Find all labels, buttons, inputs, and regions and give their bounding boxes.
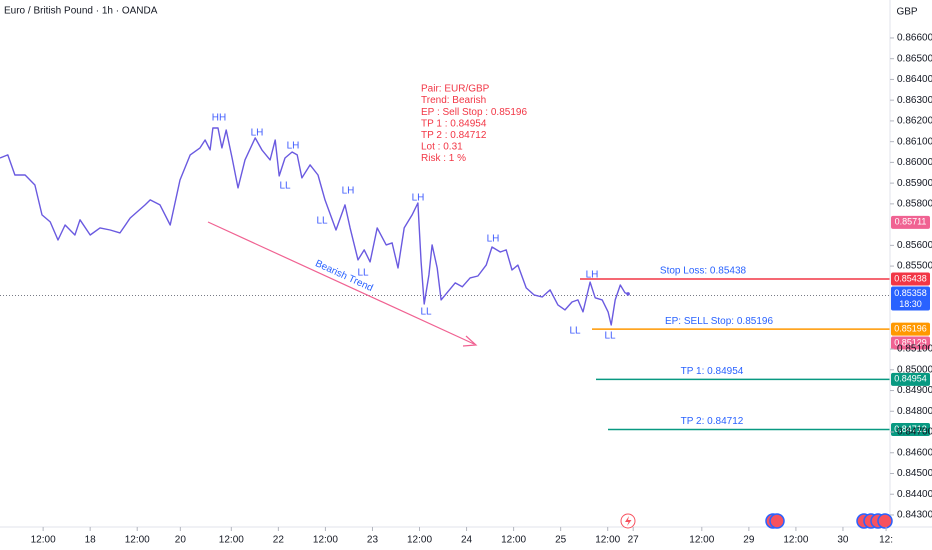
price-tag-label: 0.84954: [894, 374, 927, 384]
y-tick-label: 0.84700: [897, 427, 932, 438]
y-tick-label: 0.85000: [897, 364, 932, 375]
currency-label: GBP: [896, 7, 917, 18]
swing-label: LH: [251, 128, 264, 139]
y-tick-label: 0.86600: [897, 33, 932, 44]
trend-arrowhead: [462, 335, 478, 347]
x-tick-label: 29: [743, 535, 755, 546]
level-label: TP 2: 0.84712: [681, 416, 744, 427]
y-tick-label: 0.84800: [897, 406, 932, 417]
x-tick-label: 25: [555, 535, 567, 546]
swing-label: LL: [279, 181, 291, 192]
event-icons: [765, 513, 893, 529]
price-tag-label: 0.85129: [894, 337, 927, 347]
info-line: Risk : 1 %: [421, 153, 466, 164]
y-tick-label: 0.85600: [897, 240, 932, 251]
price-tag: [891, 215, 930, 229]
swing-label: LH: [412, 193, 425, 204]
y-tick-label: 0.86100: [897, 136, 932, 147]
y-tick-label: 0.86500: [897, 53, 932, 64]
info-line: TP 1 : 0.84954: [421, 118, 487, 129]
price-tag: [891, 272, 930, 286]
x-tick-label: 12:00: [595, 535, 620, 546]
swing-label: LH: [487, 234, 500, 245]
x-tick-label: 12:00: [125, 535, 150, 546]
x-tick-label: 27: [628, 535, 640, 546]
price-tag: [891, 423, 930, 437]
swing-label: LL: [316, 216, 328, 227]
price-line: [0, 127, 629, 326]
y-tick-label: 0.86300: [897, 95, 932, 106]
info-line: Trend: Bearish: [421, 95, 486, 106]
event-icon[interactable]: [769, 513, 785, 529]
x-tick-label: 22: [273, 535, 285, 546]
info-line: EP : Sell Stop : 0.85196: [421, 107, 527, 118]
x-tick-label: 12:: [879, 535, 893, 546]
trend-arrow: [207, 221, 475, 345]
y-tick-label: 0.84400: [897, 489, 932, 500]
y-tick-label: 0.84500: [897, 468, 932, 479]
info-line: Lot : 0.31: [421, 142, 463, 153]
level-label: EP: SELL Stop: 0.85196: [665, 316, 773, 327]
price-tag: [891, 336, 930, 350]
y-tick-label: 0.86000: [897, 157, 932, 168]
x-tick-label: 30: [837, 535, 849, 546]
x-tick-label: 12:00: [501, 535, 526, 546]
x-tick-label: 12:00: [407, 535, 432, 546]
price-tags: 0.85438 0.85196 0.84954 0.84712 0.85711 0.851…: [891, 215, 930, 437]
x-tick-label: 24: [461, 535, 473, 546]
x-tick-label: 20: [175, 535, 187, 546]
event-icon: [625, 516, 632, 526]
y-tick-label: 0.84900: [897, 385, 932, 396]
current-price-tag: [891, 286, 930, 311]
x-tick-label: 12:00: [783, 535, 808, 546]
swing-label: LL: [604, 331, 616, 342]
swing-label: LL: [357, 268, 369, 279]
swing-label: LL: [569, 326, 581, 337]
level-label: Stop Loss: 0.85438: [660, 266, 747, 277]
current-price-time: 18:30: [899, 299, 922, 309]
plot-area: Stop Loss: 0.85438 EP: SELL Stop: 0.85196…: [0, 84, 890, 431]
price-tag-label: 0.85196: [894, 324, 927, 334]
y-tick-label: 0.86400: [897, 74, 932, 85]
x-tick-label: 12:00: [313, 535, 338, 546]
chart-title: Euro / British Pound · 1h · OANDA: [4, 6, 158, 17]
x-tick-label: 12:00: [219, 535, 244, 546]
price-tag: [891, 372, 930, 386]
y-tick-label: 0.84600: [897, 447, 932, 458]
y-tick-label: 0.84300: [897, 510, 932, 521]
level-label: TP 1: 0.84954: [681, 366, 744, 377]
price-tag: [891, 322, 930, 336]
y-tick-label: 0.85100: [897, 344, 932, 355]
x-tick-label: 12:00: [689, 535, 714, 546]
swing-label: HH: [212, 113, 226, 124]
swing-label: LH: [586, 270, 599, 281]
y-tick-label: 0.85900: [897, 178, 932, 189]
y-tick-label: 0.85500: [897, 261, 932, 272]
info-line: TP 2 : 0.84712: [421, 130, 487, 141]
y-tick-label: 0.86200: [897, 116, 932, 127]
swing-label: LH: [287, 141, 300, 152]
x-tick-label: 12:00: [31, 535, 56, 546]
current-price-label: 0.85358: [894, 288, 927, 298]
price-tag-label: 0.85438: [894, 273, 927, 283]
price-tag-label: 0.85711: [895, 217, 927, 227]
swing-label: LH: [342, 186, 355, 197]
price-tag-label: 0.84712: [894, 424, 927, 434]
y-tick-label: 0.85800: [897, 199, 932, 210]
x-tick-label: 23: [367, 535, 379, 546]
info-line: Pair: EUR/GBP: [421, 84, 490, 95]
last-point: [626, 292, 630, 296]
event-icon[interactable]: [877, 513, 893, 529]
x-tick-label: 18: [85, 535, 97, 546]
swing-label: LL: [420, 307, 432, 318]
